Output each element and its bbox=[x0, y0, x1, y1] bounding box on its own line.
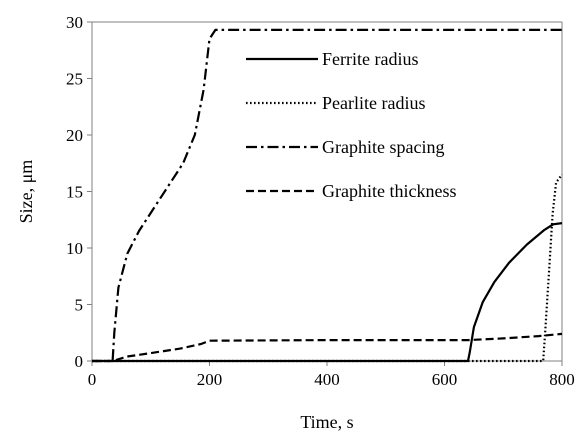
legend-label: Pearlite radius bbox=[322, 93, 425, 113]
legend-label: Graphite spacing bbox=[322, 137, 444, 157]
x-tick-label: 0 bbox=[88, 370, 97, 389]
legend-label: Graphite thickness bbox=[322, 181, 456, 201]
legend: Ferrite radius Pearlite radius Graphite sp… bbox=[246, 49, 456, 201]
x-tick-label: 400 bbox=[314, 370, 340, 389]
y-tick-label: 25 bbox=[66, 70, 83, 89]
y-axis-title: Size, μm bbox=[16, 160, 36, 224]
y-tick-label: 20 bbox=[66, 126, 83, 145]
y-tick-label: 0 bbox=[75, 352, 84, 371]
legend-label: Ferrite radius bbox=[322, 49, 418, 69]
axes: 0 200 400 600 800 0 5 10 15 20 25 30 bbox=[66, 13, 575, 389]
series-line-graphite-spacing bbox=[92, 28, 562, 363]
y-tick-label: 15 bbox=[66, 183, 83, 202]
x-tick-label: 600 bbox=[432, 370, 458, 389]
series-line-pearlite-radius bbox=[92, 173, 563, 363]
x-axis-title: Time, s bbox=[300, 412, 353, 432]
series-line-ferrite-radius bbox=[92, 222, 563, 363]
y-tick-label: 10 bbox=[66, 239, 83, 258]
series-group bbox=[92, 28, 563, 363]
x-tick-label: 200 bbox=[197, 370, 223, 389]
y-tick-label: 5 bbox=[75, 296, 84, 315]
x-tick-label: 800 bbox=[549, 370, 575, 389]
series-line-graphite-thickness bbox=[92, 332, 563, 363]
y-tick-label: 30 bbox=[66, 13, 83, 32]
